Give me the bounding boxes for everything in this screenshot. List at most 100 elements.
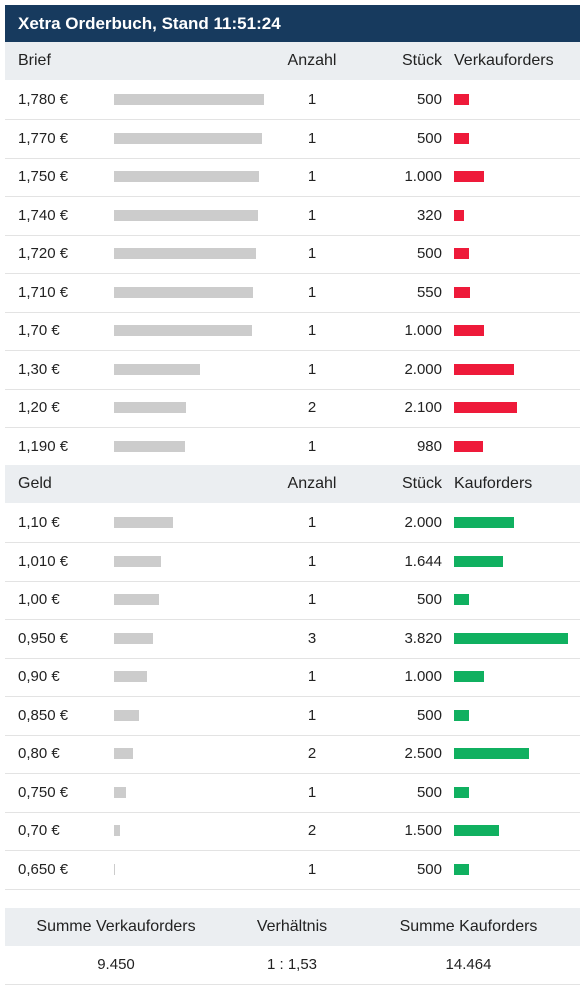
ask-qty-header: Stück [401, 52, 442, 69]
cumulative-volume-bar [114, 517, 173, 528]
summary-value-row: 9.450 1 : 1,53 14.464 [5, 946, 580, 985]
order-quantity: 500 [416, 91, 442, 108]
buy-order-bar [454, 555, 503, 567]
cumulative-volume-bar [114, 440, 185, 452]
price-level: 1,750 € [18, 168, 69, 185]
sell-order-bar [454, 325, 484, 336]
sell-order-bar [454, 94, 469, 105]
cumulative-volume-bar [114, 402, 186, 413]
buy-order-bar [454, 671, 484, 682]
buy-order-bar [454, 786, 469, 798]
price-level: 0,950 € [18, 629, 69, 647]
order-row: 1,780 € 1 500 [5, 81, 580, 120]
order-row: 1,010 € 1 1.644 [5, 543, 580, 582]
order-row: 1,10 € 1 2.000 [5, 504, 580, 543]
order-row: 1,30 € 1 2.000 [5, 351, 580, 390]
ask-header-row: Brief Anzahl Stück Verkauforders [5, 42, 580, 80]
order-count: 1 [307, 668, 317, 685]
buy-order-bar [454, 594, 469, 605]
price-level: 1,20 € [18, 399, 60, 416]
sell-order-bar [454, 402, 517, 413]
sell-order-bar [454, 209, 464, 221]
orderbook-title: Xetra Orderbuch, Stand 11:51:24 [5, 5, 580, 42]
cumulative-volume-bar [114, 825, 120, 836]
cumulative-volume-bar [114, 748, 133, 759]
sum-buy-label: Summe Kauforders [399, 918, 538, 935]
order-quantity: 500 [416, 129, 442, 147]
order-count: 1 [307, 552, 317, 570]
order-quantity: 500 [416, 783, 442, 801]
price-level: 1,00 € [18, 591, 60, 608]
order-row: 0,850 € 1 500 [5, 697, 580, 736]
bid-header-row: Geld Anzahl Stück Kauforders [5, 465, 580, 503]
order-quantity: 3.820 [404, 629, 442, 647]
order-count: 2 [307, 745, 317, 762]
cumulative-volume-bar [114, 171, 259, 182]
ratio-label: Verhältnis [256, 918, 328, 935]
order-count: 1 [307, 206, 317, 224]
buy-order-bar [454, 748, 529, 759]
buy-order-bar [454, 825, 499, 836]
order-count: 1 [307, 360, 317, 378]
order-row: 1,720 € 1 500 [5, 235, 580, 274]
order-quantity: 500 [416, 706, 442, 724]
cumulative-volume-bar [114, 325, 252, 336]
order-count: 1 [307, 860, 317, 878]
order-row: 0,950 € 3 3.820 [5, 620, 580, 659]
cumulative-volume-bar [114, 286, 253, 298]
order-quantity: 1.000 [404, 322, 442, 339]
price-level: 0,80 € [18, 745, 60, 762]
sum-sell-value: 9.450 [97, 956, 135, 973]
sum-sell-label: Summe Verkauforders [36, 918, 196, 935]
sell-order-bar [454, 248, 469, 259]
cumulative-volume-bar [114, 132, 262, 144]
order-row: 0,650 € 1 500 [5, 851, 580, 890]
cumulative-volume-bar [114, 671, 147, 682]
order-count: 1 [307, 168, 317, 185]
price-level: 1,10 € [18, 514, 60, 531]
price-level: 1,190 € [18, 437, 69, 455]
order-quantity: 2.500 [404, 745, 442, 762]
order-row: 1,750 € 1 1.000 [5, 158, 580, 197]
price-level: 1,740 € [18, 206, 69, 224]
order-count: 1 [307, 322, 317, 339]
price-level: 1,70 € [18, 322, 60, 339]
price-level: 0,850 € [18, 706, 69, 724]
order-count: 3 [307, 629, 317, 647]
buy-order-bar [454, 632, 568, 644]
bid-qty-header: Stück [401, 475, 442, 492]
order-row: 0,80 € 2 2.500 [5, 735, 580, 774]
order-quantity: 500 [416, 245, 442, 262]
order-row: 1,70 € 1 1.000 [5, 312, 580, 351]
order-row: 1,20 € 2 2.100 [5, 389, 580, 428]
order-quantity: 1.000 [404, 668, 442, 685]
order-row: 0,70 € 2 1.500 [5, 812, 580, 851]
cumulative-volume-bar [114, 632, 153, 644]
cumulative-volume-bar [114, 363, 200, 375]
ask-count-header: Anzahl [287, 52, 337, 69]
cumulative-volume-bar [114, 94, 264, 105]
price-level: 0,90 € [18, 668, 60, 685]
order-row: 1,190 € 1 980 [5, 428, 580, 467]
summary-header-row: Summe Verkauforders Verhältnis Summe Kau… [5, 908, 580, 946]
cumulative-volume-bar [114, 786, 126, 798]
order-count: 2 [307, 822, 317, 839]
cumulative-volume-bar [114, 709, 139, 721]
order-quantity: 1.500 [404, 822, 442, 839]
cumulative-volume-bar [114, 594, 159, 605]
order-count: 1 [307, 437, 317, 455]
order-quantity: 2.000 [404, 514, 442, 531]
buy-order-bar [454, 517, 514, 528]
ask-orders-header: Verkauforders [454, 52, 554, 69]
order-quantity: 2.000 [404, 360, 442, 378]
price-level: 1,770 € [18, 129, 69, 147]
order-count: 1 [307, 91, 317, 108]
sell-order-bar [454, 440, 483, 452]
cumulative-volume-bar [114, 555, 161, 567]
order-quantity: 980 [416, 437, 442, 455]
sell-order-bar [454, 363, 514, 375]
sell-order-bar [454, 171, 484, 182]
ask-price-header: Brief [18, 52, 51, 69]
order-count: 1 [307, 591, 317, 608]
order-quantity: 500 [416, 591, 442, 608]
